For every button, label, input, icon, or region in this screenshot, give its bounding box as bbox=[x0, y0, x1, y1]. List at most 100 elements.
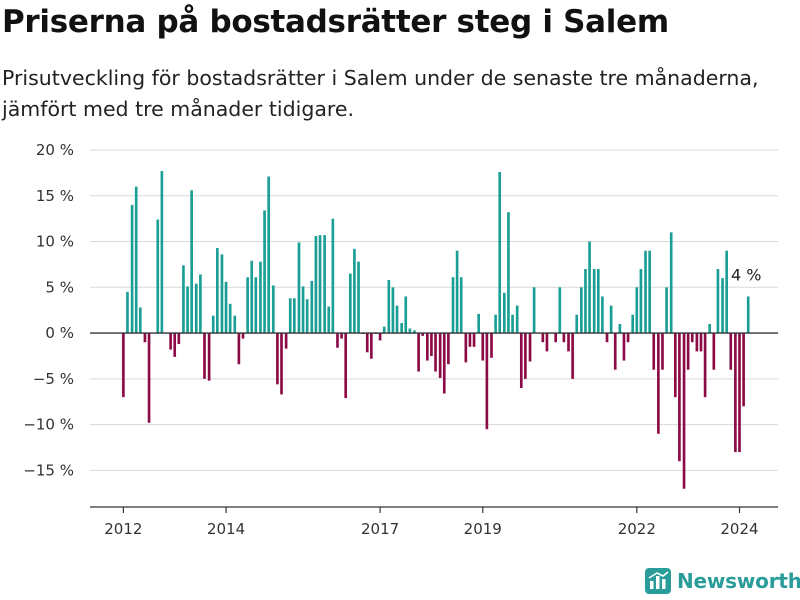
bar-negative bbox=[657, 333, 660, 434]
bar-negative bbox=[447, 333, 450, 365]
bar-positive bbox=[327, 306, 331, 334]
bar-positive bbox=[648, 250, 651, 334]
bar-negative bbox=[734, 333, 737, 453]
bar-positive bbox=[746, 296, 750, 334]
bar-negative bbox=[571, 333, 574, 379]
bar-negative bbox=[442, 333, 446, 394]
bar-negative bbox=[340, 333, 343, 339]
bar-positive bbox=[575, 314, 579, 334]
bar-positive bbox=[631, 314, 635, 334]
bar-negative bbox=[417, 333, 420, 372]
bar-positive bbox=[182, 265, 185, 334]
bar-negative bbox=[344, 333, 348, 399]
bar-positive bbox=[592, 269, 596, 334]
bar-positive bbox=[250, 260, 254, 334]
last-value-label: 4 % bbox=[731, 265, 761, 284]
y-tick-label: −5 % bbox=[33, 370, 74, 388]
bar-positive bbox=[259, 261, 262, 334]
bar-negative bbox=[554, 333, 558, 343]
y-tick-label: 5 % bbox=[45, 278, 74, 296]
bar-negative bbox=[567, 333, 570, 352]
bar-negative bbox=[438, 333, 442, 378]
bar-positive bbox=[160, 171, 164, 334]
bar-negative bbox=[545, 333, 549, 352]
bar-negative bbox=[703, 333, 707, 398]
bar-positive bbox=[387, 279, 391, 334]
bar-positive bbox=[532, 287, 536, 334]
newsworthy-logo-icon bbox=[645, 568, 671, 594]
bar-positive bbox=[220, 254, 224, 334]
bar-negative bbox=[695, 333, 699, 352]
bar-positive bbox=[323, 235, 326, 334]
bar-positive bbox=[477, 313, 480, 334]
bar-positive bbox=[580, 287, 583, 334]
bar-positive bbox=[451, 277, 455, 334]
bar-negative bbox=[541, 333, 545, 343]
x-tick-label: 2019 bbox=[464, 520, 502, 538]
bar-positive bbox=[199, 274, 202, 334]
bar-positive bbox=[353, 248, 356, 334]
bar-positive bbox=[515, 305, 519, 334]
bar-negative bbox=[177, 333, 181, 345]
bar-negative bbox=[712, 333, 716, 370]
bar-negative bbox=[686, 333, 690, 370]
bar-positive bbox=[665, 287, 668, 334]
axes-layer bbox=[90, 332, 778, 508]
bar-positive bbox=[288, 298, 292, 334]
bar-positive bbox=[498, 171, 502, 334]
bar-positive bbox=[395, 305, 399, 334]
bar-positive bbox=[194, 283, 198, 334]
bar-positive bbox=[293, 298, 296, 334]
bar-positive bbox=[507, 212, 510, 334]
bar-positive bbox=[138, 307, 142, 334]
bar-positive bbox=[669, 232, 673, 334]
bar-positive bbox=[639, 269, 643, 334]
bar-positive bbox=[263, 210, 266, 334]
bar-negative bbox=[143, 333, 147, 343]
bar-positive bbox=[190, 190, 193, 334]
bar-negative bbox=[276, 333, 279, 385]
y-tick-label: −10 % bbox=[23, 416, 74, 434]
bar-positive bbox=[246, 277, 249, 334]
bar-positive bbox=[404, 296, 408, 334]
bar-positive bbox=[601, 296, 604, 334]
bar-negative bbox=[434, 333, 437, 372]
bar-positive bbox=[228, 303, 232, 334]
bar-negative bbox=[678, 333, 681, 462]
bar-positive bbox=[596, 269, 600, 334]
bar-positive bbox=[314, 236, 318, 334]
bar-negative bbox=[464, 333, 468, 363]
bar-negative bbox=[605, 333, 609, 343]
bar-positive bbox=[708, 323, 712, 334]
bar-positive bbox=[216, 247, 219, 334]
bar-positive bbox=[391, 287, 395, 334]
bar-negative bbox=[562, 333, 566, 343]
y-tick-label: 20 % bbox=[36, 141, 74, 159]
bar-positive bbox=[609, 305, 613, 334]
bar-negative bbox=[122, 333, 125, 398]
bar-negative bbox=[468, 333, 472, 347]
bar-positive bbox=[233, 315, 237, 334]
x-tick-label: 2017 bbox=[361, 520, 399, 538]
bar-positive bbox=[126, 291, 129, 334]
x-tick-label: 2012 bbox=[104, 520, 142, 538]
bar-negative bbox=[738, 333, 741, 453]
bar-negative bbox=[421, 333, 425, 336]
bar-positive bbox=[357, 261, 360, 334]
bar-negative bbox=[481, 333, 485, 361]
bar-positive bbox=[618, 323, 622, 334]
bar-positive bbox=[584, 269, 587, 334]
bars-layer bbox=[122, 171, 750, 489]
bar-positive bbox=[224, 281, 228, 334]
bar-negative bbox=[690, 333, 694, 343]
bar-positive bbox=[211, 315, 215, 334]
bar-positive bbox=[455, 250, 459, 334]
bar-negative bbox=[173, 333, 177, 357]
bar-positive bbox=[408, 328, 412, 334]
bar-positive bbox=[310, 280, 314, 334]
y-tick-label: 15 % bbox=[36, 187, 74, 205]
bar-positive bbox=[305, 299, 309, 334]
bar-negative bbox=[472, 333, 476, 347]
annotation-layer: 4 % bbox=[731, 265, 761, 284]
